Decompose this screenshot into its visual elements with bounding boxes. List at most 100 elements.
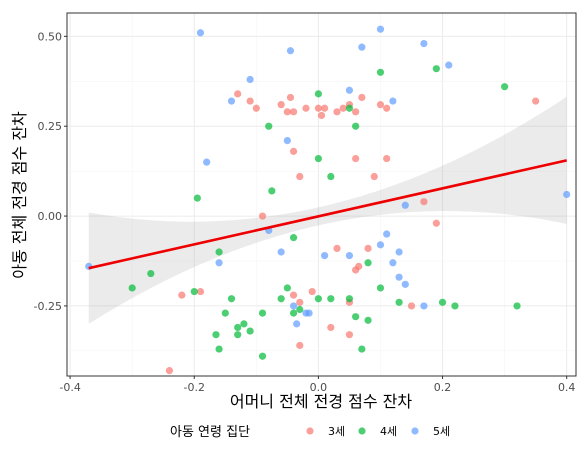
data-point xyxy=(289,234,298,242)
data-point xyxy=(420,39,428,48)
data-point xyxy=(289,147,298,155)
regression-line-path xyxy=(88,159,567,270)
data-point xyxy=(258,352,267,360)
y-tick-label: 0.25 xyxy=(38,120,63,133)
data-point xyxy=(203,158,211,166)
data-point xyxy=(227,295,236,303)
data-point xyxy=(234,323,242,332)
x-tick-label: 0.4 xyxy=(558,381,576,394)
data-point xyxy=(376,241,385,249)
data-point xyxy=(352,108,360,116)
regression-line xyxy=(88,159,567,270)
data-point xyxy=(234,331,242,339)
y-axis-title: 아동 전체 전경 점수 잔차 xyxy=(10,111,29,279)
data-point xyxy=(395,298,403,306)
data-point xyxy=(258,309,267,317)
data-point xyxy=(339,104,347,112)
data-point xyxy=(401,280,409,288)
x-axis-ticks: -0.4 -0.2 0.0 0.2 0.4 xyxy=(59,376,575,394)
data-point xyxy=(227,97,236,105)
data-point xyxy=(420,198,428,206)
legend-swatch xyxy=(411,427,419,435)
data-point xyxy=(395,248,403,256)
data-point xyxy=(296,305,304,314)
data-point xyxy=(289,302,298,310)
data-point xyxy=(286,93,295,102)
data-point xyxy=(321,251,329,260)
data-point xyxy=(345,86,354,94)
data-point xyxy=(327,323,335,332)
data-point xyxy=(289,108,298,116)
data-point xyxy=(389,97,397,105)
data-point xyxy=(234,90,242,98)
data-point xyxy=(376,101,385,109)
x-tick-label: -0.2 xyxy=(184,381,205,394)
data-point xyxy=(196,29,205,37)
data-point xyxy=(513,302,521,310)
data-point xyxy=(314,104,322,112)
confidence-band xyxy=(88,96,567,324)
data-point xyxy=(345,251,354,260)
data-point xyxy=(370,172,378,181)
x-axis-title: 어머니 전체 전경 점수 잔차 xyxy=(230,392,413,411)
legend-swatch xyxy=(358,427,366,435)
data-point xyxy=(289,291,298,299)
data-point xyxy=(352,313,360,321)
data-point xyxy=(355,262,363,270)
x-tick-label: 0.0 xyxy=(310,381,328,394)
plot-panel xyxy=(66,12,577,377)
data-points xyxy=(85,25,571,375)
legend-label: 3세 xyxy=(328,425,345,438)
data-point xyxy=(190,287,198,296)
legend: 아동 연령 집단 3세 4세 5세 xyxy=(170,425,450,440)
data-point xyxy=(252,104,260,112)
data-point xyxy=(383,154,391,163)
data-point xyxy=(364,316,372,324)
data-point xyxy=(345,104,354,112)
data-point xyxy=(165,367,174,375)
data-point xyxy=(215,345,223,353)
data-point xyxy=(358,345,366,353)
data-point xyxy=(277,295,285,303)
legend-label: 4세 xyxy=(380,425,397,438)
legend-swatch xyxy=(306,427,314,435)
x-tick-label: -0.4 xyxy=(59,381,80,394)
data-point xyxy=(314,90,322,98)
data-point xyxy=(358,43,366,51)
data-point xyxy=(178,291,186,299)
data-point xyxy=(432,219,440,227)
data-point xyxy=(268,187,276,195)
data-point xyxy=(333,244,341,253)
data-point xyxy=(296,341,304,350)
data-point xyxy=(215,259,223,267)
data-point xyxy=(317,111,326,120)
data-point xyxy=(376,284,385,292)
data-point xyxy=(246,97,254,105)
data-point xyxy=(296,172,304,181)
data-point xyxy=(128,284,136,292)
x-tick-label: 0.2 xyxy=(434,381,452,394)
data-point xyxy=(296,298,304,306)
data-point xyxy=(358,93,366,102)
data-point xyxy=(283,108,291,116)
data-point xyxy=(352,154,360,163)
data-point xyxy=(376,25,385,33)
data-point xyxy=(321,104,329,112)
data-point xyxy=(283,284,291,292)
data-point xyxy=(345,295,354,303)
data-point xyxy=(196,287,205,296)
y-tick-label: 0.00 xyxy=(38,210,63,223)
data-point xyxy=(277,101,285,109)
y-axis-ticks: -0.25 0.00 0.25 0.50 xyxy=(34,30,67,313)
data-point xyxy=(314,295,322,303)
data-point xyxy=(327,295,335,303)
data-point xyxy=(364,259,372,267)
data-point xyxy=(401,201,409,209)
data-point xyxy=(314,154,322,163)
data-point xyxy=(246,75,254,84)
data-point xyxy=(376,68,385,76)
data-point xyxy=(352,122,360,130)
legend-title: 아동 연령 집단 xyxy=(170,425,250,440)
data-point xyxy=(302,104,310,112)
